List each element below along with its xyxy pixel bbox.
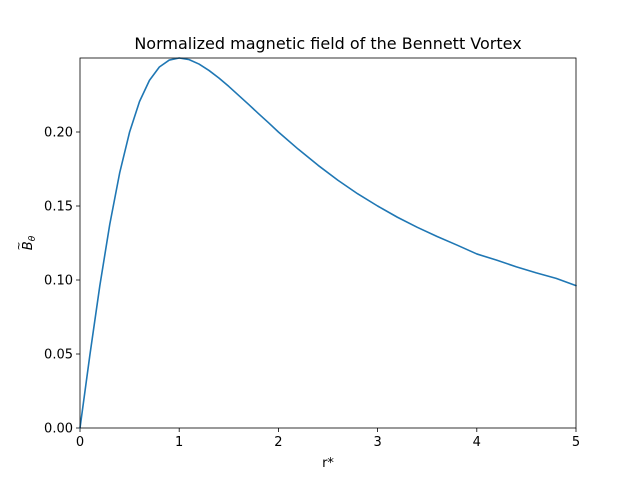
svg-text:Bθ: Bθ <box>21 235 38 250</box>
x-axis-label: r* <box>322 456 334 471</box>
x-tick-label: 0 <box>76 435 84 450</box>
y-axis-label-subscript: θ <box>28 235 38 241</box>
y-axis-ticks: 0.00 0.05 0.10 0.15 0.20 <box>44 126 80 437</box>
y-axis-label: Bθ ~ <box>12 235 38 250</box>
y-axis-label-base: B <box>21 241 36 250</box>
y-tick-label: 0.00 <box>44 422 73 437</box>
x-tick-label: 1 <box>175 435 183 450</box>
plot-frame <box>79 57 577 429</box>
x-tick-label: 3 <box>373 435 381 450</box>
x-axis-ticks: 0 1 2 3 4 5 <box>76 428 580 450</box>
x-tick-label: 2 <box>274 435 282 450</box>
y-tick-label: 0.15 <box>44 200 73 215</box>
plot-area <box>80 58 576 428</box>
y-tick-label: 0.05 <box>44 348 73 363</box>
x-tick-label: 5 <box>572 435 580 450</box>
chart-title: Normalized magnetic field of the Bennett… <box>134 34 521 53</box>
y-tick-label: 0.20 <box>44 126 73 141</box>
y-tick-label: 0.10 <box>44 274 73 289</box>
y-axis-label-accent: ~ <box>12 241 25 250</box>
series-line-0 <box>79 57 577 429</box>
x-tick-label: 4 <box>473 435 481 450</box>
